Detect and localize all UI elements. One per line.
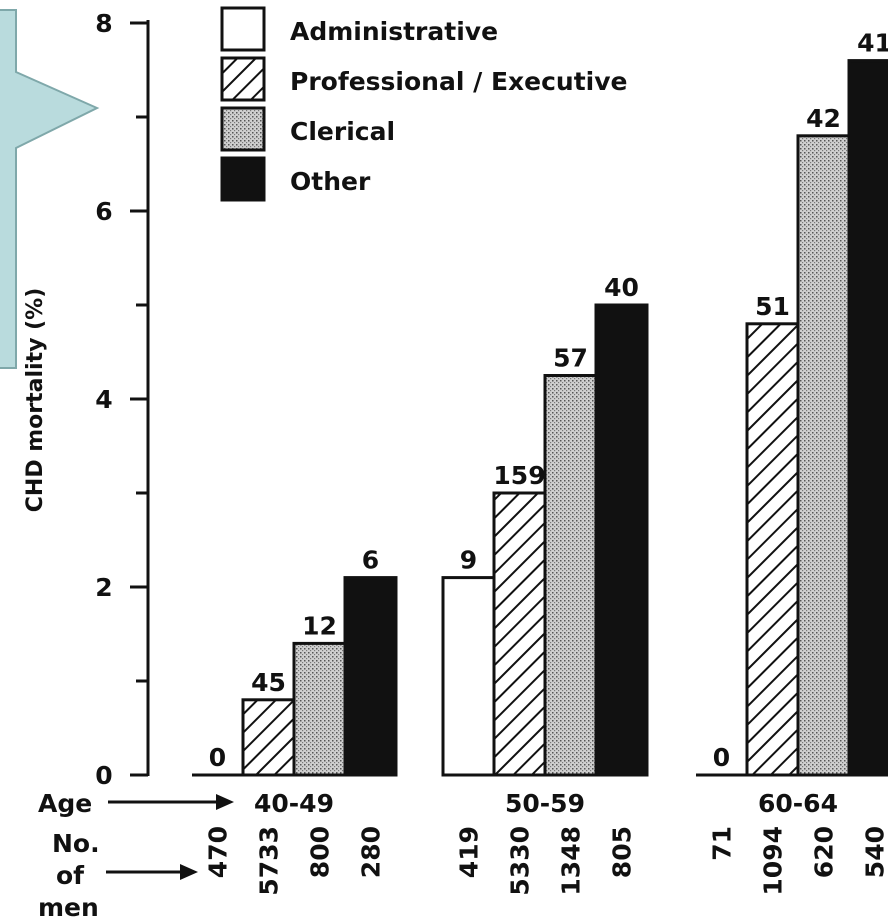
y-axis-label: CHD mortality (%) [23, 288, 48, 512]
legend-label-clerical: Clerical [290, 117, 395, 146]
bar-data-label: 45 [251, 668, 286, 697]
men-row-label: men [38, 893, 99, 922]
y-tick-label: 2 [95, 573, 112, 602]
men-arrow-head [180, 864, 198, 880]
bar [492, 491, 547, 777]
x-labels: 470 5733 800 280 40-49 419 5330 1348 805 50-59 71 1… [204, 789, 888, 896]
bar [543, 374, 598, 777]
bar-data-label: 9 [460, 546, 477, 575]
no-row-label: No. [52, 829, 100, 858]
bar-data-label: 6 [362, 546, 379, 575]
bar [745, 322, 800, 777]
y-tick-label: 6 [95, 197, 112, 226]
legend-swatch-administrative [220, 6, 266, 52]
bar [241, 698, 296, 777]
legend-label-administrative: Administrative [290, 17, 498, 46]
bar-data-label: 51 [755, 292, 790, 321]
age-category-label: 40-49 [254, 789, 334, 818]
men-count-label: 71 [708, 826, 737, 861]
bar-data-label: 40 [604, 273, 639, 302]
men-count-label: 620 [810, 826, 839, 878]
men-count-label: 280 [357, 826, 386, 878]
men-count-label: 5330 [506, 826, 535, 896]
men-count-label: 805 [608, 826, 637, 878]
bar [847, 59, 888, 777]
bar [441, 576, 496, 777]
men-count-label: 419 [455, 826, 484, 878]
age-arrow-head [216, 794, 234, 810]
callout-shape [0, 9, 100, 369]
bar-data-label: 42 [806, 104, 841, 133]
legend-swatch-professional-executive [220, 56, 266, 102]
y-ticks: 0 2 4 6 8 [95, 9, 148, 790]
bar [292, 641, 347, 777]
men-count-label: 5733 [255, 826, 284, 896]
legend-swatch-other [220, 156, 266, 202]
legend-swatch-clerical [220, 106, 266, 152]
age-category-label: 50-59 [505, 789, 585, 818]
men-count-label: 540 [861, 826, 888, 878]
of-row-label: of [56, 861, 85, 890]
bar-data-label: 0 [209, 743, 226, 772]
bar [796, 134, 851, 777]
bar-data-label: 57 [553, 344, 588, 373]
y-tick-label: 0 [95, 761, 112, 790]
y-tick-label: 4 [95, 385, 112, 414]
legend-label-professional-executive: Professional / Executive [290, 67, 628, 96]
y-tick-label: 8 [95, 9, 112, 38]
age-row-label: Age [38, 789, 92, 818]
bar [343, 576, 398, 777]
bar-data-label: 41 [857, 29, 888, 58]
bar-data-label: 159 [493, 461, 545, 490]
legend-label-other: Other [290, 167, 371, 196]
bars: 0 45 12 6 9 159 57 40 0 51 42 41 [192, 29, 888, 777]
men-count-label: 1094 [759, 826, 788, 896]
age-category-label: 60-64 [758, 789, 838, 818]
men-count-label: 1348 [557, 826, 586, 896]
men-count-label: 470 [204, 826, 233, 878]
men-count-label: 800 [306, 826, 335, 878]
bar [594, 303, 649, 777]
bar-data-label: 12 [302, 611, 337, 640]
legend: Administrative Professional / Executive … [220, 6, 628, 202]
bar-data-label: 0 [713, 743, 730, 772]
